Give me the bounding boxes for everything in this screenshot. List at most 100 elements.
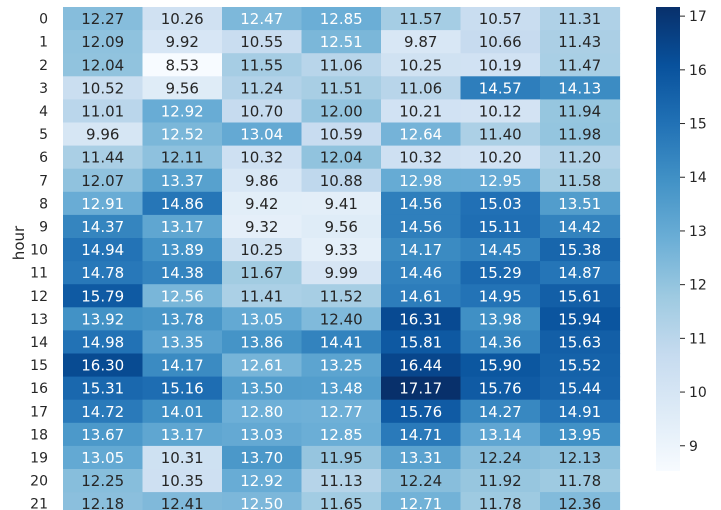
heatmap-cell [222, 445, 303, 470]
cell-value-label: 10.35 [161, 472, 204, 490]
heatmap-cell [301, 145, 382, 170]
cell-value-label: 14.86 [161, 195, 204, 213]
cell-value-label: 14.57 [479, 79, 522, 97]
cell-value-label: 10.55 [240, 33, 283, 51]
colorbar-tick-label: 13 [689, 224, 707, 240]
heatmap-cell [301, 99, 382, 124]
cell-value-label: 13.78 [161, 310, 204, 328]
heatmap-cell [301, 469, 382, 493]
heatmap-cell [222, 330, 303, 355]
y-tick-label: 6 [39, 150, 48, 166]
heatmap-cell [381, 191, 462, 216]
heatmap-cell [63, 99, 144, 124]
heatmap-cell [460, 168, 541, 193]
heatmap-cell [142, 284, 223, 308]
heatmap-cell [142, 191, 223, 216]
cell-value-label: 13.50 [240, 380, 283, 398]
y-tick-label: 4 [39, 104, 48, 120]
heatmap-cell [381, 261, 462, 285]
cell-value-label: 14.61 [399, 287, 442, 305]
heatmap-cell [381, 145, 462, 170]
cell-value-label: 13.95 [558, 426, 601, 444]
cell-value-label: 14.87 [558, 264, 601, 282]
heatmap-cell [222, 53, 303, 77]
cell-value-label: 14.94 [81, 241, 124, 259]
colorbar-tick-label: 12 [689, 278, 707, 294]
heatmap-cell [301, 191, 382, 216]
heatmap-cell [301, 76, 382, 100]
cell-value-label: 12.18 [81, 495, 124, 510]
heatmap-cell [142, 145, 223, 170]
heatmap-cell [540, 214, 621, 239]
heatmap-cell [222, 238, 303, 262]
heatmap-cell [222, 7, 303, 31]
cell-value-label: 14.56 [399, 195, 442, 213]
colorbar-tick-label: 17 [689, 9, 707, 25]
cell-value-label: 11.95 [320, 449, 363, 467]
heatmap-cell [222, 214, 303, 239]
heatmap-cell [301, 492, 382, 510]
heatmap-cell [460, 445, 541, 470]
y-tick-label: 15 [30, 358, 48, 374]
cell-value-label: 10.25 [240, 241, 283, 259]
cell-value-label: 13.05 [240, 310, 283, 328]
cell-value-label: 12.52 [161, 126, 204, 144]
heatmap-cell [460, 469, 541, 493]
cell-value-label: 12.98 [399, 172, 442, 190]
cell-value-label: 9.32 [245, 218, 278, 236]
heatmap-cell [301, 445, 382, 470]
cell-value-label: 12.04 [320, 149, 363, 167]
cell-value-label: 13.03 [240, 426, 283, 444]
y-tick-label: 11 [30, 266, 48, 282]
cell-value-label: 10.88 [320, 172, 363, 190]
cell-value-label: 12.36 [558, 495, 601, 510]
y-tick-label: 9 [39, 219, 48, 235]
cell-value-label: 9.33 [325, 241, 358, 259]
y-axis-label: hour [10, 225, 28, 260]
heatmap-cell [460, 7, 541, 31]
heatmap-cell [301, 330, 382, 355]
heatmap-cell [540, 53, 621, 77]
cell-value-label: 9.87 [404, 33, 437, 51]
colorbar-tick-label: 16 [689, 63, 707, 79]
colorbar-tick-labels: 9 10 11 12 13 14 15 16 17 [680, 9, 707, 455]
cell-value-label: 10.19 [479, 56, 522, 74]
cell-value-label: 13.31 [399, 449, 442, 467]
heatmap-cell [63, 53, 144, 77]
heatmap-cell [540, 445, 621, 470]
cell-value-label: 11.20 [558, 149, 601, 167]
cell-value-label: 12.27 [81, 10, 124, 28]
cell-value-label: 11.44 [81, 149, 124, 167]
cell-value-label: 12.13 [558, 449, 601, 467]
heatmap-cell [301, 307, 382, 331]
cell-value-label: 11.52 [320, 287, 363, 305]
cell-value-label: 15.52 [558, 357, 601, 375]
y-tick-label: 3 [39, 81, 48, 97]
y-tick-label: 0 [39, 12, 48, 28]
heatmap-cell [63, 238, 144, 262]
heatmap-cell [381, 469, 462, 493]
cell-value-label: 13.48 [320, 380, 363, 398]
heatmap-cell [63, 330, 144, 355]
heatmap-cell [222, 122, 303, 147]
heatmap-cell [460, 145, 541, 170]
heatmap-cell [142, 168, 223, 193]
cell-value-label: 13.17 [161, 218, 204, 236]
cell-value-label: 14.27 [479, 403, 522, 421]
heatmap-cell [540, 76, 621, 100]
heatmap-cell [460, 238, 541, 262]
heatmap-cell [63, 284, 144, 308]
cell-value-label: 9.56 [325, 218, 358, 236]
heatmap-cell [142, 469, 223, 493]
heatmap-cell [222, 422, 303, 447]
heatmap-cell [222, 307, 303, 331]
cell-value-label: 10.21 [399, 102, 442, 120]
heatmap-cell [540, 330, 621, 355]
cell-value-label: 13.17 [161, 426, 204, 444]
heatmap-cell-labels: 12.27 10.26 12.47 12.85 11.57 10.57 11.31 12.09… [81, 10, 601, 510]
heatmap-cell [63, 76, 144, 100]
heatmap-cell [142, 422, 223, 447]
cell-value-label: 11.40 [479, 126, 522, 144]
cell-value-label: 15.76 [479, 380, 522, 398]
heatmap-cell [63, 168, 144, 193]
